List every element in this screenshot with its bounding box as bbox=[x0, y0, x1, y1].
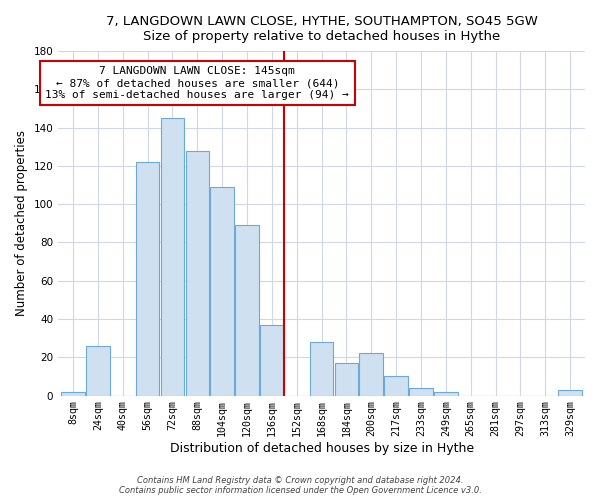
Bar bbox=[335, 363, 358, 396]
Bar bbox=[409, 388, 433, 396]
Y-axis label: Number of detached properties: Number of detached properties bbox=[15, 130, 28, 316]
Bar bbox=[558, 390, 582, 396]
Bar bbox=[260, 325, 284, 396]
Text: 7 LANGDOWN LAWN CLOSE: 145sqm
← 87% of detached houses are smaller (644)
13% of : 7 LANGDOWN LAWN CLOSE: 145sqm ← 87% of d… bbox=[46, 66, 349, 100]
Bar bbox=[86, 346, 110, 396]
Bar bbox=[136, 162, 160, 396]
Bar bbox=[185, 150, 209, 396]
Bar bbox=[211, 187, 234, 396]
Bar bbox=[385, 376, 408, 396]
Bar bbox=[434, 392, 458, 396]
Bar bbox=[161, 118, 184, 396]
X-axis label: Distribution of detached houses by size in Hythe: Distribution of detached houses by size … bbox=[170, 442, 473, 455]
Bar bbox=[359, 354, 383, 396]
Bar bbox=[61, 392, 85, 396]
Bar bbox=[235, 226, 259, 396]
Bar bbox=[310, 342, 334, 396]
Title: 7, LANGDOWN LAWN CLOSE, HYTHE, SOUTHAMPTON, SO45 5GW
Size of property relative t: 7, LANGDOWN LAWN CLOSE, HYTHE, SOUTHAMPT… bbox=[106, 15, 538, 43]
Text: Contains HM Land Registry data © Crown copyright and database right 2024.
Contai: Contains HM Land Registry data © Crown c… bbox=[119, 476, 481, 495]
